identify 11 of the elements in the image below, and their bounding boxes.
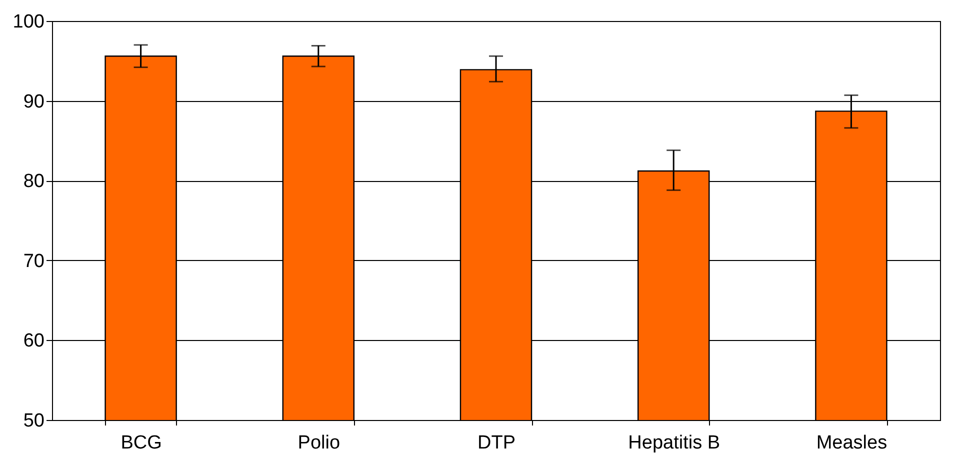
x-tick-label: Polio bbox=[298, 432, 340, 454]
x-tick-label: BCG bbox=[120, 432, 162, 454]
y-tick-label: 60 bbox=[23, 330, 44, 352]
y-tick-label: 80 bbox=[23, 171, 44, 192]
y-tick-label: 100 bbox=[12, 12, 44, 32]
x-tick-label: DTP bbox=[478, 432, 516, 454]
y-tick-label: 50 bbox=[23, 410, 44, 432]
x-tick-label: Measles bbox=[816, 432, 888, 454]
y-tick-label: 90 bbox=[23, 91, 44, 112]
y-tick-label: 70 bbox=[23, 250, 44, 272]
x-tick-label: Hepatitis B bbox=[628, 432, 720, 454]
